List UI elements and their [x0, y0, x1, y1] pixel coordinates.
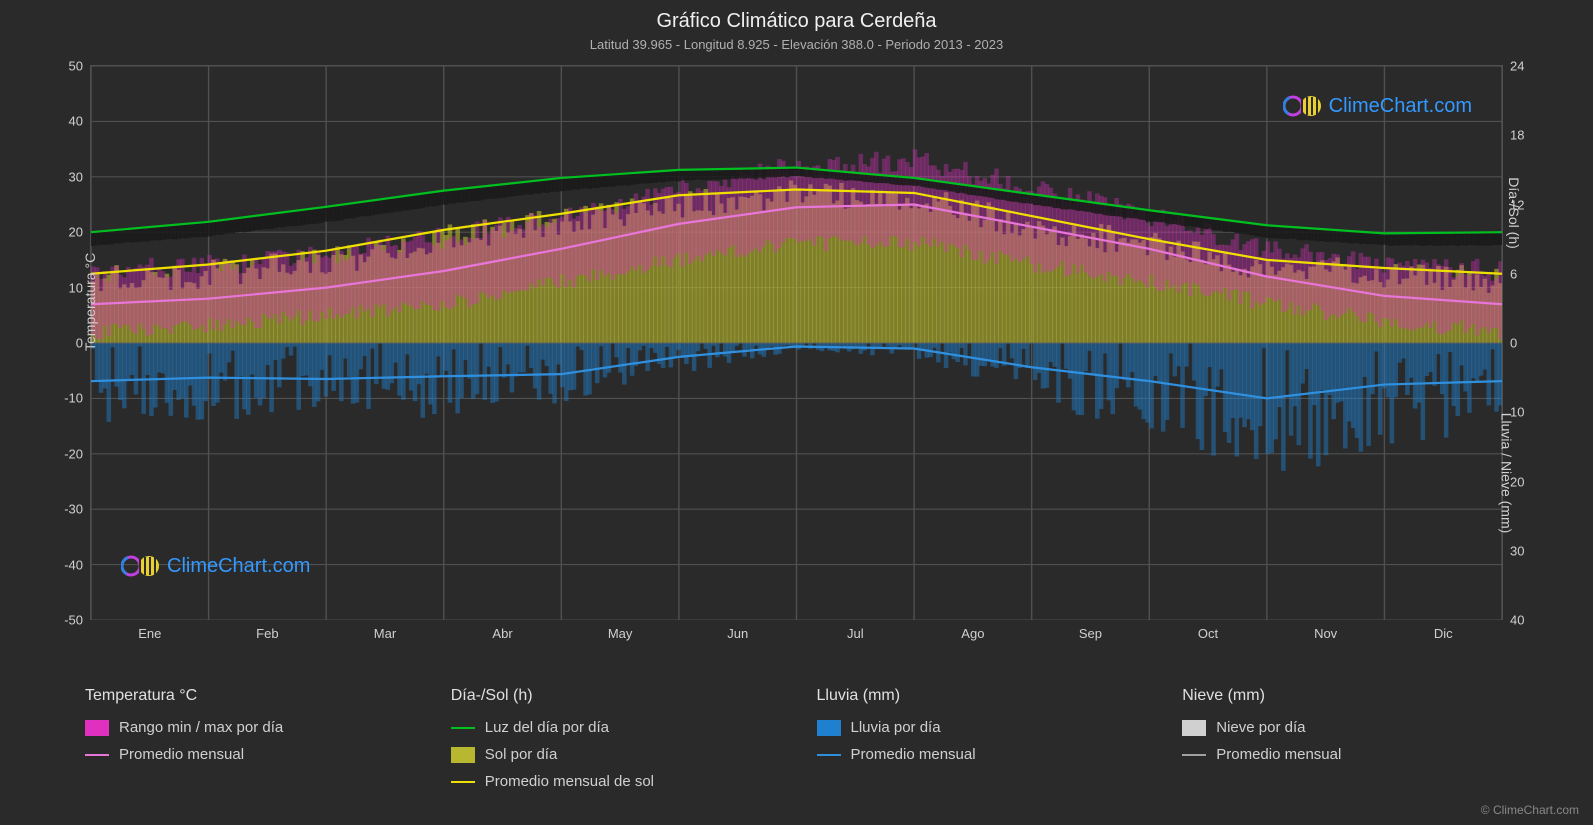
plot-svg	[91, 66, 1502, 620]
chart-title: Gráfico Climático para Cerdeña	[70, 10, 1523, 33]
watermark-upper: ClimeChart.com	[1283, 94, 1472, 118]
legend-group-snow: Nieve (mm) Nieve por día Promedio mensual	[1182, 687, 1508, 800]
y-tick-left: -50	[64, 613, 91, 628]
legend-area: Temperatura °C Rango min / max por día Pr…	[85, 687, 1508, 800]
logo-icon	[1283, 94, 1323, 118]
legend-item: Lluvia por día	[817, 719, 1143, 736]
legend-label: Lluvia por día	[851, 719, 941, 736]
title-area: Gráfico Climático para Cerdeña Latitud 3…	[70, 10, 1523, 52]
x-tick-label: Sep	[1079, 626, 1102, 641]
chart-subtitle: Latitud 39.965 - Longitud 8.925 - Elevac…	[70, 37, 1523, 52]
x-tick-label: Jul	[847, 626, 864, 641]
x-tick-label: Feb	[256, 626, 278, 641]
y-tick-right: 20	[1502, 474, 1524, 489]
legend-swatch	[1182, 754, 1206, 756]
legend-item: Promedio mensual	[817, 746, 1143, 763]
x-tick-label: Ene	[138, 626, 161, 641]
legend-heading: Temperatura °C	[85, 687, 411, 705]
x-tick-label: Dic	[1434, 626, 1453, 641]
legend-heading: Lluvia (mm)	[817, 687, 1143, 705]
legend-items-snow: Nieve por día Promedio mensual	[1182, 719, 1508, 763]
legend-items-rain: Lluvia por día Promedio mensual	[817, 719, 1143, 763]
legend-label: Promedio mensual	[851, 746, 976, 763]
legend-swatch	[451, 781, 475, 783]
y-tick-right: 40	[1502, 613, 1524, 628]
copyright-text: © ClimeChart.com	[1481, 803, 1579, 817]
axis-title-right-top: Día-/Sol (h)	[1506, 177, 1522, 249]
y-tick-left: -20	[64, 446, 91, 461]
y-tick-right: 0	[1502, 336, 1517, 351]
logo-icon	[121, 554, 161, 578]
legend-swatch	[85, 754, 109, 756]
y-tick-left: 50	[69, 59, 91, 74]
legend-item: Promedio mensual	[85, 746, 411, 763]
legend-swatch	[451, 747, 475, 763]
x-tick-label: Mar	[374, 626, 396, 641]
legend-item: Sol por día	[451, 746, 777, 763]
plot-area: Temperatura °C Día-/Sol (h) Lluvia / Nie…	[90, 65, 1503, 620]
y-tick-right: 30	[1502, 543, 1524, 558]
y-tick-right: 10	[1502, 405, 1524, 420]
legend-heading: Día-/Sol (h)	[451, 687, 777, 705]
legend-label: Promedio mensual	[1216, 746, 1341, 763]
legend-item: Nieve por día	[1182, 719, 1508, 736]
legend-item: Luz del día por día	[451, 719, 777, 736]
legend-item: Rango min / max por día	[85, 719, 411, 736]
y-tick-right: 6	[1502, 266, 1517, 281]
legend-label: Luz del día por día	[485, 719, 609, 736]
watermark-text: ClimeChart.com	[167, 555, 310, 578]
axis-title-right-bottom: Lluvia / Nieve (mm)	[1499, 413, 1515, 534]
y-tick-left: -40	[64, 557, 91, 572]
x-tick-label: Oct	[1198, 626, 1218, 641]
legend-swatch	[1182, 720, 1206, 736]
y-tick-right: 18	[1502, 128, 1524, 143]
chart-container: Gráfico Climático para Cerdeña Latitud 3…	[70, 10, 1523, 650]
legend-group-daysun: Día-/Sol (h) Luz del día por día Sol por …	[451, 687, 777, 800]
x-tick-label: Jun	[727, 626, 748, 641]
y-tick-left: 40	[69, 114, 91, 129]
legend-items-temperature: Rango min / max por día Promedio mensual	[85, 719, 411, 763]
x-tick-label: Ago	[961, 626, 984, 641]
legend-swatch	[451, 727, 475, 729]
legend-label: Sol por día	[485, 746, 558, 763]
y-tick-right: 24	[1502, 59, 1524, 74]
y-tick-left: 0	[76, 336, 91, 351]
legend-group-temperature: Temperatura °C Rango min / max por día Pr…	[85, 687, 411, 800]
y-tick-left: -30	[64, 502, 91, 517]
legend-group-rain: Lluvia (mm) Lluvia por día Promedio mensu…	[817, 687, 1143, 800]
x-tick-label: Nov	[1314, 626, 1337, 641]
legend-label: Rango min / max por día	[119, 719, 283, 736]
legend-swatch	[85, 720, 109, 736]
y-tick-right: 12	[1502, 197, 1524, 212]
legend-items-daysun: Luz del día por día Sol por día Promedio m…	[451, 719, 777, 790]
x-tick-label: Abr	[492, 626, 512, 641]
legend-label: Promedio mensual de sol	[485, 773, 654, 790]
y-tick-left: -10	[64, 391, 91, 406]
legend-swatch	[817, 754, 841, 756]
watermark-lower: ClimeChart.com	[121, 554, 310, 578]
legend-item: Promedio mensual	[1182, 746, 1508, 763]
y-tick-left: 10	[69, 280, 91, 295]
x-tick-label: May	[608, 626, 633, 641]
legend-heading: Nieve (mm)	[1182, 687, 1508, 705]
legend-swatch	[817, 720, 841, 736]
legend-label: Promedio mensual	[119, 746, 244, 763]
y-tick-left: 30	[69, 169, 91, 184]
watermark-text: ClimeChart.com	[1329, 95, 1472, 118]
legend-label: Nieve por día	[1216, 719, 1305, 736]
y-tick-left: 20	[69, 225, 91, 240]
legend-item: Promedio mensual de sol	[451, 773, 777, 790]
